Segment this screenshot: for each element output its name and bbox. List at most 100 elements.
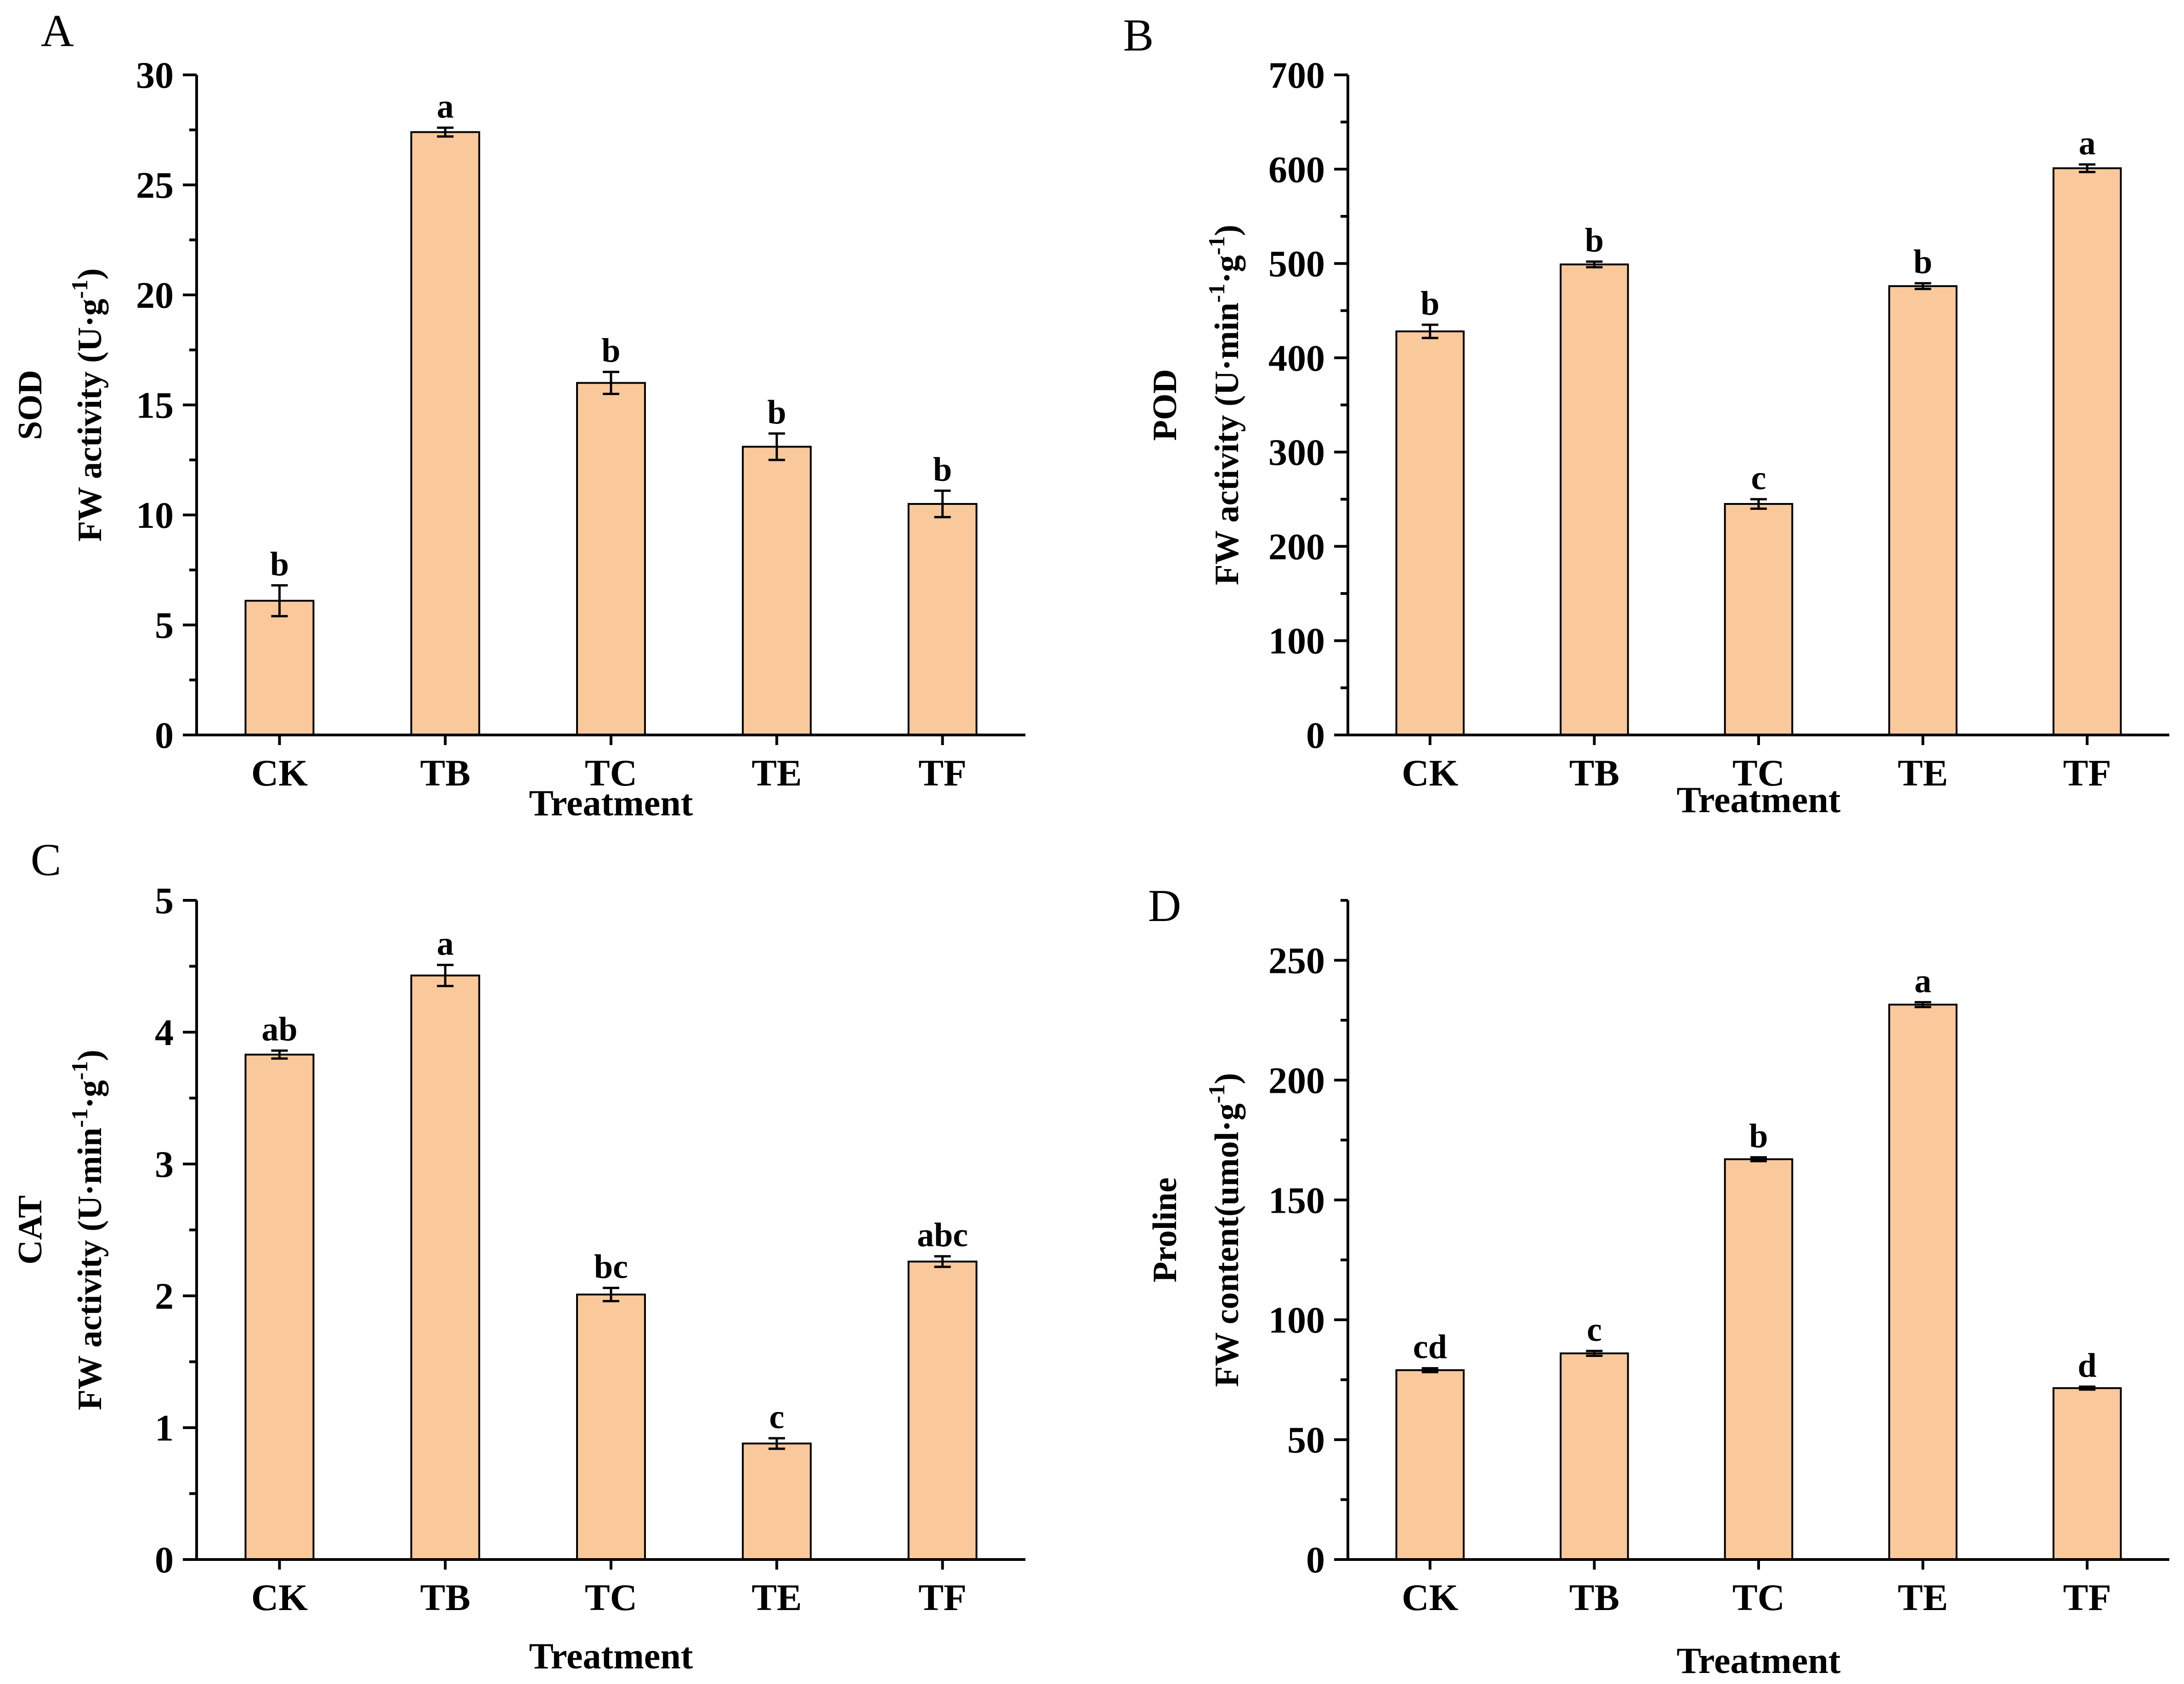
- significance-label: b: [1420, 285, 1439, 322]
- y-axis-title-text: ·g: [71, 1080, 109, 1108]
- y-tick-label: 700: [1268, 54, 1325, 96]
- x-axis-title: Treatment: [529, 1636, 693, 1677]
- chart-panel-D: Dcd CK c TB b TC a TE d TF 0 50 100 150 200 250 Treatmen…: [1146, 880, 2169, 1681]
- y-tick-label: 10: [136, 494, 174, 536]
- y-tick-label: 200: [1268, 1059, 1325, 1101]
- significance-label: abc: [917, 1216, 968, 1254]
- x-tick-label: TC: [1732, 1577, 1785, 1618]
- significance-label: c: [769, 1398, 784, 1436]
- y-tick-label: 30: [136, 54, 174, 96]
- y-axis-title-text: FW activity (U·min: [1208, 303, 1246, 585]
- x-tick-label: TF: [918, 1577, 967, 1618]
- significance-label: ab: [261, 1011, 297, 1048]
- x-tick-label: TC: [585, 1577, 637, 1618]
- bar-TE: [741, 1442, 812, 1560]
- significance-label: b: [270, 545, 289, 583]
- panel-letter: C: [31, 834, 62, 885]
- bar-TF: [907, 503, 978, 736]
- bar-CK: [244, 1053, 315, 1560]
- y-axis-title-superscript: -1: [1204, 1084, 1229, 1103]
- significance-label: a: [1914, 962, 1931, 1000]
- x-tick-label: TB: [1569, 752, 1619, 794]
- x-tick-label: CK: [251, 752, 308, 794]
- y-tick-label: 0: [155, 714, 174, 756]
- bar-CK: [244, 599, 315, 736]
- x-tick-label: TE: [752, 752, 802, 794]
- y-axis-title-superscript: -1: [1204, 283, 1229, 303]
- bar-TC: [576, 1294, 646, 1560]
- y-tick-label: 20: [136, 274, 174, 316]
- x-tick-label: CK: [251, 1577, 308, 1618]
- bar-TC: [1724, 503, 1794, 736]
- x-tick-label: CK: [1402, 752, 1458, 794]
- x-axis-title: Treatment: [1677, 1641, 1841, 1681]
- y-tick-label: 50: [1287, 1419, 1325, 1461]
- y-axis-title-text: FW activity (U·g: [71, 299, 109, 542]
- y-tick-label: 15: [136, 384, 174, 426]
- bar-TE: [1888, 285, 1958, 736]
- significance-label: d: [2078, 1347, 2097, 1384]
- y-tick-label: 3: [155, 1143, 174, 1185]
- x-tick-label: CK: [1402, 1577, 1458, 1618]
- x-axis-title: Treatment: [529, 783, 693, 824]
- y-tick-label: 250: [1268, 939, 1325, 981]
- panel-letter: B: [1123, 10, 1154, 61]
- y-tick-label: 0: [1306, 1539, 1325, 1581]
- y-axis-title-superscript: -1: [67, 280, 92, 299]
- x-tick-label: TE: [752, 1577, 802, 1618]
- y-axis-title-text: ): [1208, 225, 1246, 236]
- y-axis-title-line1: SOD: [11, 370, 49, 440]
- x-tick-label: TE: [1898, 1577, 1948, 1618]
- bar-CK: [1395, 330, 1465, 736]
- x-tick-label: TF: [2063, 752, 2111, 794]
- y-axis-title-superscript: -1: [1204, 236, 1229, 255]
- y-tick-label: 0: [1306, 714, 1325, 756]
- bar-CK: [1395, 1369, 1465, 1561]
- y-tick-label: 100: [1268, 1299, 1325, 1341]
- x-tick-label: TC: [585, 752, 637, 794]
- x-tick-label: TB: [420, 752, 470, 794]
- y-axis-title-line1: POD: [1146, 369, 1184, 441]
- y-axis-title-text: FW activity (U·min: [71, 1128, 109, 1410]
- significance-label: cd: [1413, 1328, 1447, 1366]
- significance-label: c: [1751, 459, 1766, 497]
- bar-TF: [907, 1260, 978, 1560]
- y-axis-title-text: ): [71, 1050, 109, 1061]
- bar-TB: [410, 974, 481, 1561]
- y-tick-label: 200: [1268, 526, 1325, 567]
- x-tick-label: TE: [1898, 752, 1948, 794]
- significance-label: b: [1585, 221, 1604, 259]
- y-axis-title-line2: FW activity (U·min-1·g-1): [67, 1050, 109, 1410]
- y-axis-title-text: ·g: [1208, 255, 1246, 283]
- y-axis-title-text: ): [1208, 1073, 1246, 1085]
- y-tick-label: 100: [1268, 620, 1325, 662]
- x-tick-label: TF: [2063, 1577, 2111, 1618]
- y-tick-label: 150: [1268, 1179, 1325, 1221]
- y-axis-title-line2: FW activity (U·g-1): [67, 268, 109, 542]
- significance-label: a: [437, 88, 454, 125]
- chart-panel-B: Bb CK b TB c TC b TE a TF 0 100 200 300 400 500 600 700 Tr…: [1123, 10, 2169, 820]
- significance-label: b: [1749, 1117, 1768, 1155]
- y-tick-label: 5: [155, 880, 174, 921]
- chart-panel-A: Ab CK a TB b TC b TE b TF 0 5 10 15 20 25 30 Treatment SOD…: [11, 5, 1025, 824]
- y-axis-title-line2: FW content(umol·g-1): [1204, 1073, 1246, 1387]
- y-tick-label: 2: [155, 1275, 174, 1317]
- chart-panel-C: Cab CK a TB bc TC c TE abc TF 0 1 2 3 4 5 Treatment CAT FW…: [11, 834, 1025, 1677]
- significance-label: bc: [594, 1248, 628, 1286]
- x-tick-label: TF: [918, 752, 967, 794]
- panel-letter: D: [1148, 880, 1181, 931]
- y-axis-title-text: FW content(umol·g: [1208, 1103, 1246, 1387]
- y-axis-title-line1: CAT: [11, 1195, 49, 1265]
- y-axis-title-text: ): [71, 268, 109, 280]
- charts-group: AbCKaTBbTCbTEbTF051015202530TreatmentSOD…: [11, 5, 2169, 1681]
- y-tick-label: 25: [136, 164, 174, 206]
- significance-label: b: [767, 394, 786, 431]
- y-tick-label: 600: [1268, 148, 1325, 190]
- significance-label: b: [933, 451, 952, 488]
- y-tick-label: 0: [155, 1539, 174, 1581]
- bar-TC: [576, 382, 646, 736]
- bar-TB: [410, 131, 481, 736]
- y-tick-label: 400: [1268, 337, 1325, 379]
